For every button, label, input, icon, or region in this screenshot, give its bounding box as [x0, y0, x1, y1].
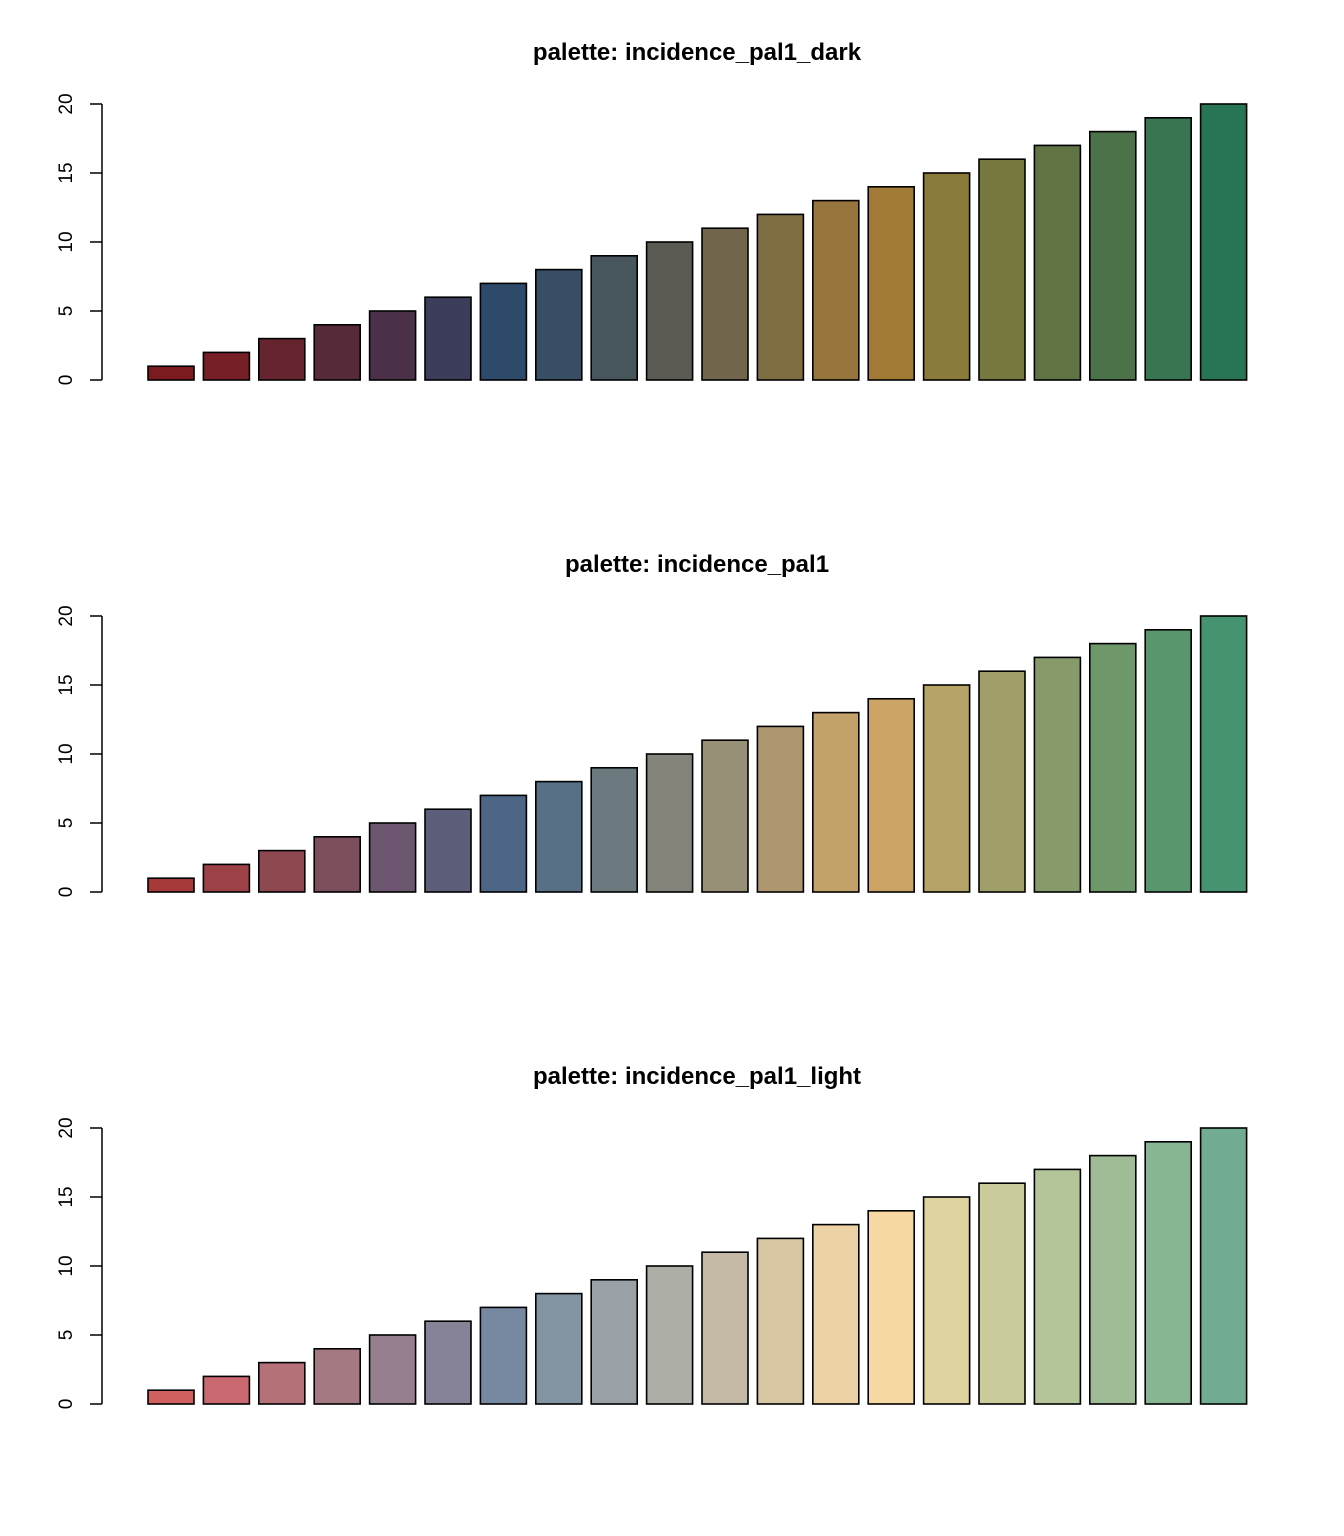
- bar: [922, 684, 971, 893]
- bar: [147, 365, 195, 381]
- bar: [202, 1375, 251, 1405]
- bar: [922, 172, 971, 381]
- bar: [701, 1251, 749, 1405]
- bar: [1199, 1127, 1248, 1405]
- bar: [313, 1348, 362, 1405]
- y-tick-label: 0: [56, 1399, 77, 1410]
- bar: [1033, 144, 1082, 381]
- bar: [590, 766, 639, 893]
- chart-title: palette: incidence_pal1_light: [533, 1063, 861, 1090]
- bar: [534, 1292, 583, 1405]
- bar: [147, 877, 195, 893]
- bar: [257, 849, 306, 893]
- bar: [368, 310, 417, 381]
- bar: [756, 1237, 805, 1405]
- bar: [424, 296, 472, 381]
- bar: [756, 725, 805, 893]
- chart-panel-standard: palette: incidence_pal1 0 5 10 15 20: [56, 551, 1248, 898]
- y-tick-label: 20: [56, 605, 77, 626]
- bar: [479, 1306, 528, 1405]
- bar: [202, 351, 251, 381]
- bar: [811, 199, 860, 381]
- bar: [811, 1223, 860, 1405]
- bar: [590, 1279, 639, 1405]
- y-tick-label: 10: [56, 743, 77, 764]
- bar: [867, 697, 916, 893]
- bar: [534, 780, 583, 893]
- bar: [368, 822, 417, 893]
- bar: [1144, 117, 1192, 381]
- bar: [701, 739, 749, 893]
- chart-panel-light: palette: incidence_pal1_light 0 5 10 15 20: [56, 1063, 1248, 1410]
- bar: [645, 753, 694, 893]
- y-tick-label: 5: [56, 1330, 77, 1341]
- bar: [479, 794, 528, 893]
- y-tick-label: 10: [56, 1255, 77, 1276]
- bar: [147, 1389, 195, 1405]
- bar: [1144, 1141, 1192, 1405]
- bar: [922, 1196, 971, 1405]
- bar: [424, 1320, 472, 1405]
- bar: [257, 337, 306, 381]
- bar: [590, 255, 639, 381]
- bar: [1089, 1154, 1137, 1405]
- bar: [645, 241, 694, 381]
- bar: [701, 227, 749, 381]
- bar: [811, 711, 860, 893]
- y-tick-label: 10: [56, 231, 77, 252]
- bar: [756, 213, 805, 381]
- bar: [1033, 656, 1082, 893]
- bar: [978, 1182, 1026, 1405]
- y-tick-label: 5: [56, 306, 77, 317]
- bar: [867, 186, 916, 381]
- y-tick-label: 15: [56, 162, 77, 183]
- y-tick-label: 0: [56, 375, 77, 386]
- bar: [313, 323, 362, 381]
- bar: [202, 863, 251, 893]
- bar: [1144, 628, 1192, 893]
- y-tick-label: 0: [56, 887, 77, 898]
- y-tick-label: 15: [56, 674, 77, 695]
- y-tick-label: 20: [56, 1117, 77, 1138]
- bar: [645, 1265, 694, 1405]
- y-tick-label: 15: [56, 1186, 77, 1207]
- bar: [424, 808, 472, 893]
- chart-title: palette: incidence_pal1: [565, 551, 829, 578]
- y-tick-label: 5: [56, 818, 77, 829]
- bar: [1199, 615, 1248, 893]
- bar: [1199, 103, 1248, 381]
- bar: [368, 1334, 417, 1405]
- bar: [257, 1361, 306, 1405]
- y-tick-label: 20: [56, 93, 77, 114]
- bar: [1033, 1168, 1082, 1405]
- bar: [479, 282, 528, 381]
- bar: [534, 268, 583, 381]
- chart-title: palette: incidence_pal1_dark: [533, 39, 862, 66]
- bar: [978, 158, 1026, 381]
- bar: [867, 1210, 916, 1405]
- bar: [1089, 642, 1137, 893]
- chart-panel-dark: palette: incidence_pal1_dark 0 5 10 15 20: [56, 39, 1248, 386]
- bar: [313, 835, 362, 893]
- bar: [1089, 130, 1137, 381]
- bar: [978, 670, 1026, 893]
